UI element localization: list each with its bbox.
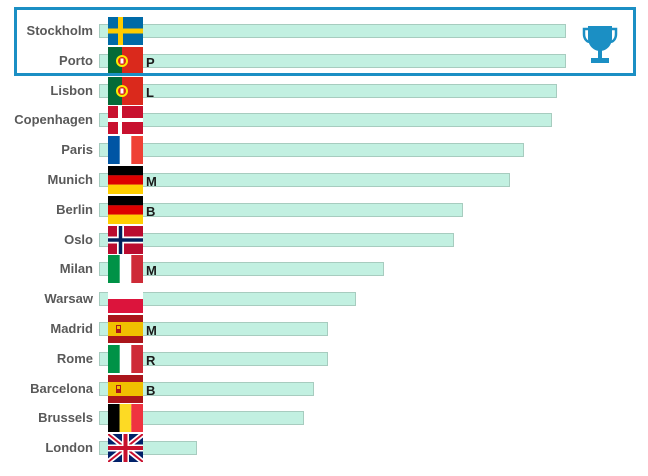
bar [99,411,305,426]
bar-letter-label: R [146,352,156,368]
bar [99,53,566,68]
flag-sweden-icon [108,17,143,45]
flag-belgium-icon [108,404,143,433]
bar-letter-label: P [146,54,155,70]
bar [99,24,566,38]
category-label: Oslo [64,231,93,247]
flag-united-kingdom-icon [108,434,143,463]
flag-france-icon [108,136,143,165]
bar-letter-label: M [146,263,157,279]
bar [99,292,356,307]
bar [99,351,328,366]
category-label: Milan [59,261,93,277]
category-label: Porto [59,52,93,68]
bar [99,113,552,128]
bar [99,232,454,247]
flag-poland-icon [108,285,143,314]
trophy-icon [582,26,618,63]
flag-italy-icon [108,344,143,373]
bar [99,202,464,217]
bar-letter-label: L [146,84,154,100]
bar [99,262,384,277]
bar-letter-label: B [146,203,156,219]
category-label: Paris [61,142,93,158]
category-label: Berlin [56,201,93,217]
flag-spain-icon [108,315,143,343]
flag-spain-icon [108,374,143,403]
bar [99,381,314,396]
flag-germany-icon [108,195,143,224]
bar [99,83,557,98]
category-label: Rome [56,350,93,366]
category-label: Munich [47,172,94,187]
category-label: Brussels [38,410,93,426]
category-label: Barcelona [30,380,93,396]
top-two-highlight-box [14,7,636,76]
category-label: Warsaw [44,291,93,307]
flag-denmark-icon [108,106,143,135]
bar-letter-label: M [146,323,157,338]
flag-germany-icon [108,166,143,194]
flag-italy-icon [108,255,143,284]
flag-portugal-icon [108,46,143,75]
bar-letter-label: B [146,382,156,398]
bar [99,322,328,336]
bar [99,143,524,158]
flag-norway-icon [108,225,143,254]
flag-portugal-icon [108,76,143,105]
category-label: Madrid [50,321,93,336]
category-label: Copenhagen [14,112,93,128]
bar-letter-label: M [146,174,157,189]
category-label: London [45,440,93,456]
category-label: Stockholm [26,23,93,38]
category-label: Lisbon [50,82,93,98]
bar [99,173,510,187]
